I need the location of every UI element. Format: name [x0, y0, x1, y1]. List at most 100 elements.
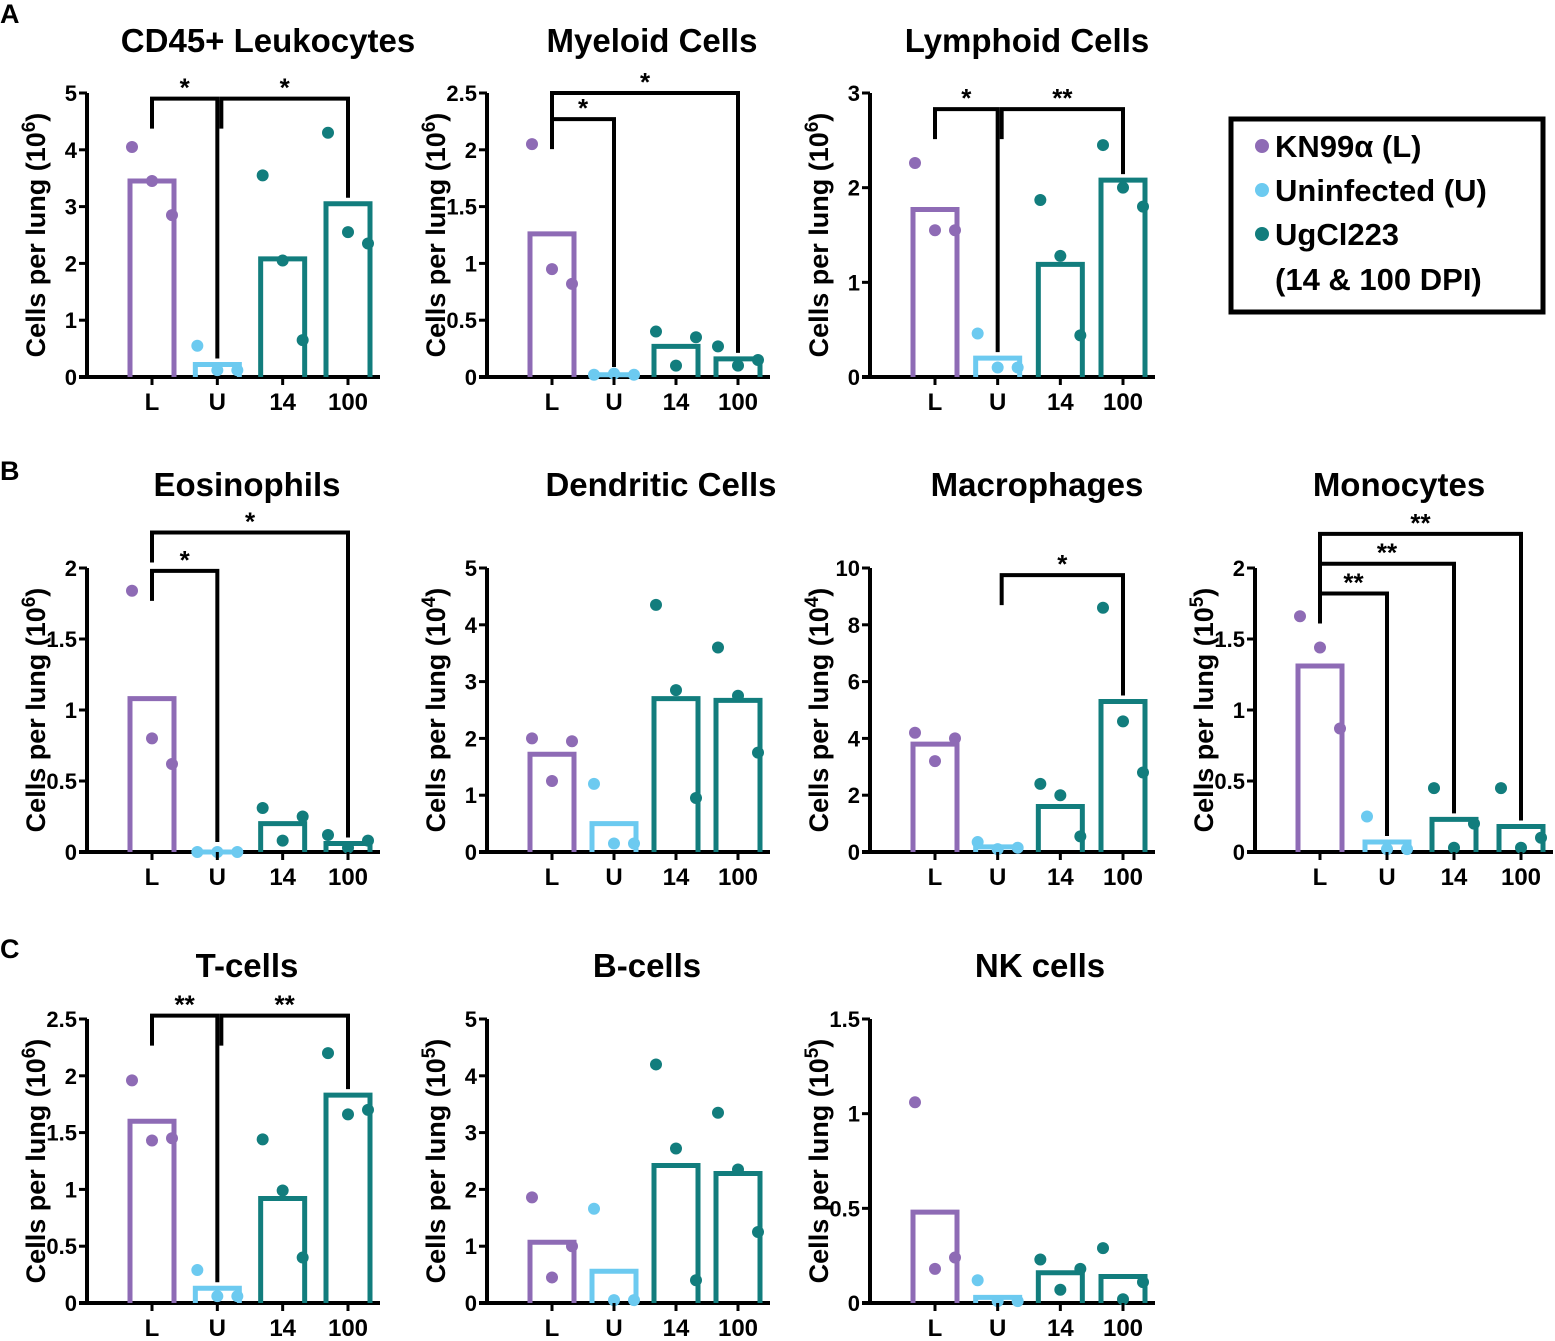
y-axis-label-exponent: 5 — [802, 1047, 823, 1058]
y-tick-label: 0.5 — [446, 308, 477, 333]
x-tick-label: L — [1313, 864, 1328, 891]
bar-100 — [713, 1171, 763, 1303]
bar-100 — [713, 356, 763, 377]
y-axis-label: Cells per lung (105) — [802, 1039, 835, 1284]
y-axis-label: Cells per lung (106) — [19, 1039, 52, 1284]
bar-14 — [258, 1195, 308, 1303]
data-point-u — [1011, 361, 1024, 374]
chart-3: Lymphoid Cells Cells per lung (106) 0 1 2 3 L U… — [802, 22, 1155, 416]
data-point-14 — [1054, 249, 1067, 262]
data-point-100 — [1097, 139, 1109, 152]
data-point-100 — [752, 1226, 764, 1238]
y-axis-label-exponent: 6 — [19, 122, 40, 133]
data-point-l — [949, 224, 961, 237]
data-point-u — [608, 1294, 620, 1307]
data-point-l — [949, 1251, 961, 1264]
chart-title: Macrophages — [931, 466, 1144, 503]
legend-label-dpi: (14 & 100 DPI) — [1275, 262, 1482, 297]
bar-l — [1295, 663, 1345, 852]
bar-100 — [323, 201, 373, 377]
y-axis-label-close: ) — [1189, 588, 1219, 597]
y-tick-label: 2.5 — [46, 1007, 77, 1032]
significance-bracket — [150, 568, 220, 842]
y-axis-label: Cells per lung (104) — [419, 588, 452, 833]
data-point-100 — [752, 746, 764, 759]
y-axis-label-close: ) — [804, 1039, 834, 1048]
y-tick-label: 4 — [848, 726, 861, 751]
y-tick-label: 2 — [65, 556, 77, 581]
x-tick-label: U — [209, 389, 226, 416]
data-point-l — [166, 757, 178, 770]
data-point-14 — [276, 834, 289, 847]
y-tick-label: 1.5 — [829, 1007, 860, 1032]
data-point-u — [971, 836, 984, 849]
data-point-100 — [322, 126, 334, 139]
y-tick-label: 4 — [65, 138, 78, 163]
bar-l — [527, 751, 577, 852]
chart-title: T-cells — [196, 947, 299, 984]
x-tick-label: 100 — [1103, 864, 1143, 891]
data-point-u — [628, 1294, 640, 1307]
bar-14 — [258, 256, 308, 377]
y-axis-label-close: ) — [21, 1039, 51, 1048]
panel-label-c: C — [0, 934, 20, 964]
significance-bracket — [1318, 591, 1389, 837]
data-point-u — [231, 846, 244, 858]
x-tick-label: 100 — [718, 389, 758, 416]
data-point-14 — [1054, 1283, 1067, 1296]
x-tick-label: U — [989, 389, 1006, 416]
y-tick-label: 0 — [465, 1291, 477, 1316]
data-point-l — [526, 732, 538, 745]
y-axis-label-base: Cells per lung (10 — [1189, 607, 1219, 832]
data-point-100 — [342, 226, 354, 239]
y-tick-label: 8 — [848, 613, 860, 638]
data-point-14 — [670, 1142, 682, 1155]
y-tick-label: 10 — [836, 556, 860, 581]
x-tick-label: 100 — [1501, 864, 1541, 891]
y-tick-label: 0 — [65, 365, 77, 390]
y-tick-label: 2 — [465, 1177, 477, 1202]
data-point-l — [526, 1191, 538, 1204]
legend-box — [1228, 116, 1546, 315]
data-point-u — [628, 837, 640, 850]
x-tick-label: U — [605, 864, 622, 891]
x-tick-label: L — [145, 1315, 160, 1341]
x-tick-label: 14 — [269, 389, 296, 416]
data-point-100 — [322, 1047, 334, 1060]
y-tick-label: 1 — [848, 270, 860, 295]
data-point-14 — [1074, 1262, 1087, 1275]
data-point-100 — [342, 1108, 354, 1121]
data-point-14 — [670, 359, 682, 372]
chart-1: CD45+ Leukocytes Cells per lung (106) 0 1 2 3… — [19, 22, 416, 416]
bar-u — [589, 1268, 639, 1303]
y-axis-label-exponent: 4 — [802, 596, 823, 607]
legend-label-kn99: KN99α (L) — [1275, 129, 1422, 164]
data-point-100 — [732, 689, 744, 702]
y-axis-label-exponent: 6 — [419, 122, 440, 133]
significance-label: * — [280, 73, 291, 103]
data-point-l — [909, 1096, 921, 1109]
y-tick-label: 1 — [65, 1177, 77, 1202]
data-point-l — [949, 732, 961, 745]
bar-14 — [258, 821, 308, 852]
data-point-100 — [752, 353, 764, 366]
y-axis-label-base: Cells per lung (10 — [21, 1058, 51, 1283]
data-point-u — [991, 843, 1004, 856]
data-point-u — [1401, 843, 1413, 856]
data-point-u — [588, 368, 600, 381]
data-point-l — [566, 277, 578, 290]
data-point-l — [126, 140, 138, 153]
bar-14 — [1429, 816, 1479, 852]
y-axis-label-base: Cells per lung (10 — [421, 1058, 451, 1283]
data-point-l — [1334, 722, 1346, 735]
chart-title: CD45+ Leukocytes — [121, 22, 415, 59]
chart-title: Eosinophils — [153, 466, 340, 503]
data-point-u — [588, 1202, 600, 1215]
data-point-14 — [296, 810, 309, 823]
data-point-l — [146, 175, 158, 188]
y-axis-label-close: ) — [804, 588, 834, 597]
data-point-100 — [1097, 1242, 1109, 1255]
y-tick-label: 2 — [1233, 556, 1245, 581]
